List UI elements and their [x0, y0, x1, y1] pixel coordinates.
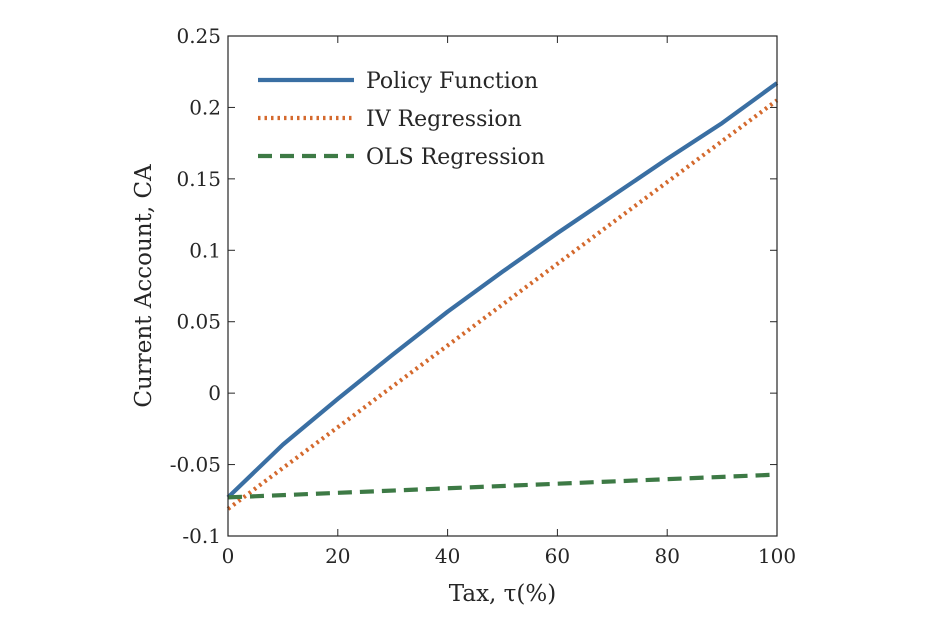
tick-labels: 0 20 40 60 80 100 -0.1 -0.05 0 0.05 0.1 0.15 0.2 0.25 [170, 24, 796, 568]
plot-lines [226, 81, 779, 511]
x-tick-label-2: 40 [435, 544, 460, 568]
series-line-0 [226, 81, 779, 499]
x-tick-label-1: 20 [325, 544, 350, 568]
series-line-2 [227, 472, 778, 500]
x-tick-label-5: 100 [758, 544, 796, 568]
x-tick-label-4: 80 [654, 544, 679, 568]
legend-label-1: IV Regression [366, 107, 522, 132]
y-tick-label-3: 0.05 [176, 310, 221, 334]
y-axis-title: Current Account, CA [131, 164, 157, 408]
y-tick-label-4: 0.1 [189, 238, 221, 262]
y-tick-label-0: -0.1 [182, 524, 221, 548]
x-axis-title: Tax, τ(%) [449, 581, 556, 607]
y-tick-label-6: 0.2 [189, 95, 221, 119]
y-tick-label-2: 0 [208, 381, 221, 405]
x-tick-label-0: 0 [222, 544, 235, 568]
legend-label-2: OLS Regression [366, 145, 545, 170]
y-tick-label-1: -0.05 [170, 453, 221, 477]
x-tick-label-3: 60 [545, 544, 570, 568]
axis-ticks [227, 35, 778, 537]
x-axis-title-prefix: Tax, τ(%) [449, 581, 556, 607]
plot-frame [227, 35, 778, 537]
y-tick-label-7: 0.25 [176, 24, 221, 48]
legend: Policy Function IV Regression OLS Regressi… [258, 69, 545, 170]
y-tick-label-5: 0.15 [176, 167, 221, 191]
legend-label-0: Policy Function [366, 69, 538, 94]
